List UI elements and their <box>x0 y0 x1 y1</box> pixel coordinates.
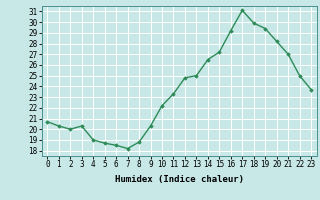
X-axis label: Humidex (Indice chaleur): Humidex (Indice chaleur) <box>115 175 244 184</box>
